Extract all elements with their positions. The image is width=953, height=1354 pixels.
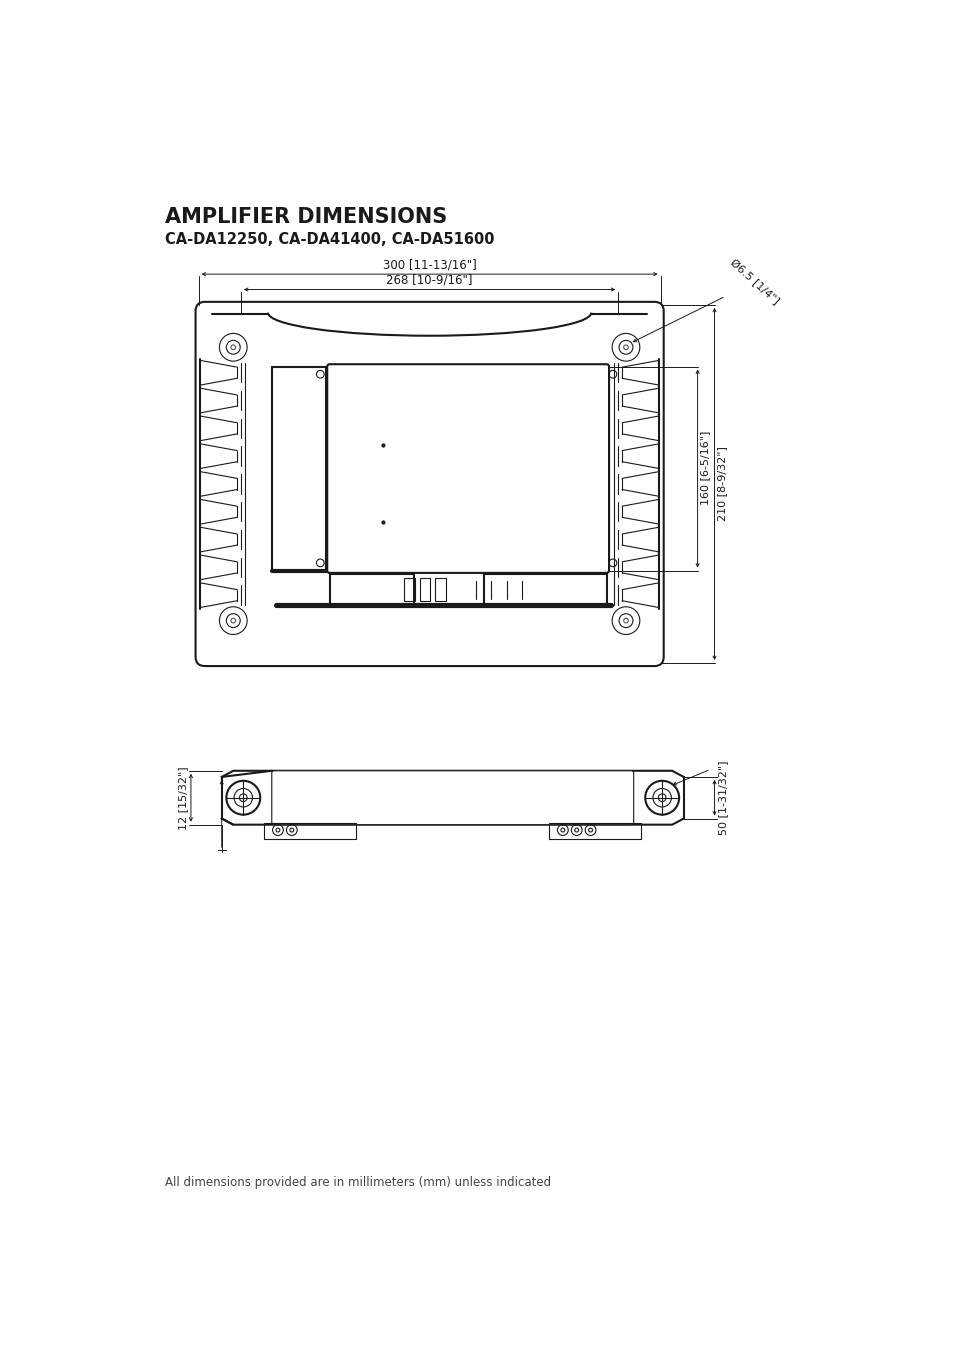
Text: CA-DA12250, CA-DA41400, CA-DA51600: CA-DA12250, CA-DA41400, CA-DA51600 (165, 232, 494, 246)
Text: Ø6.5 [1/4"]: Ø6.5 [1/4"] (633, 257, 781, 341)
Text: All dimensions provided are in millimeters (mm) unless indicated: All dimensions provided are in millimete… (165, 1175, 550, 1189)
FancyBboxPatch shape (195, 302, 663, 666)
Text: 50 [1-31/32"]: 50 [1-31/32"] (717, 761, 727, 835)
Bar (435, 578, 445, 601)
Text: 268 [10-9/16"]: 268 [10-9/16"] (386, 274, 473, 287)
Text: 160 [6-5/16"]: 160 [6-5/16"] (700, 431, 709, 505)
Text: 300 [11-13/16"]: 300 [11-13/16"] (382, 259, 476, 271)
FancyBboxPatch shape (272, 770, 633, 825)
FancyBboxPatch shape (327, 364, 608, 573)
Text: 12 [15/32"]: 12 [15/32"] (177, 766, 188, 830)
Text: AMPLIFIER DIMENSIONS: AMPLIFIER DIMENSIONS (165, 207, 447, 227)
Bar (419, 578, 430, 601)
Text: 210 [8-9/32"]: 210 [8-9/32"] (716, 445, 726, 521)
Bar (404, 578, 415, 601)
